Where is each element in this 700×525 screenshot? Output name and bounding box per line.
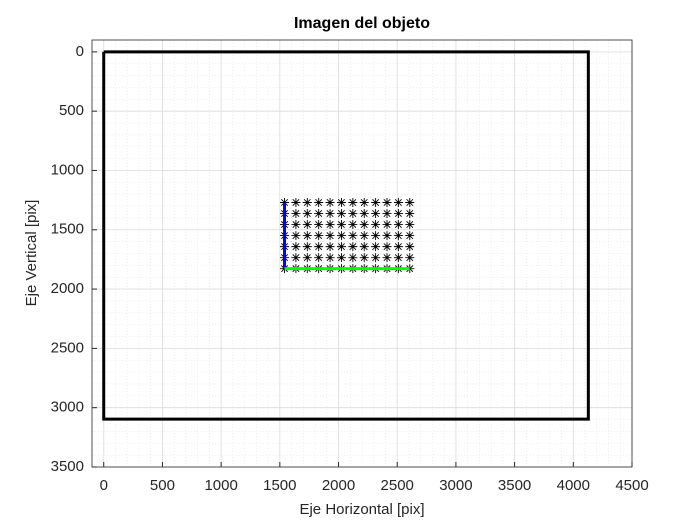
- marker: [336, 253, 346, 263]
- marker: [314, 242, 324, 252]
- marker: [359, 209, 369, 219]
- axes-box: [91, 39, 633, 468]
- marker: [371, 197, 381, 207]
- marker: [314, 253, 324, 263]
- marker: [348, 209, 358, 219]
- marker: [393, 220, 403, 230]
- marker: [291, 242, 301, 252]
- marker: [348, 231, 358, 241]
- marker: [382, 209, 392, 219]
- marker: [393, 231, 403, 241]
- marker: [348, 220, 358, 230]
- marker: [325, 197, 335, 207]
- marker: [348, 242, 358, 252]
- marker: [291, 253, 301, 263]
- x-tick-label: 0: [100, 477, 108, 494]
- marker: [325, 253, 335, 263]
- chart-title: Imagen del objeto: [294, 15, 430, 32]
- marker: [393, 197, 403, 207]
- marker: [359, 220, 369, 230]
- marker: [382, 197, 392, 207]
- marker: [291, 197, 301, 207]
- marker: [393, 253, 403, 263]
- marker: [291, 220, 301, 230]
- marker: [359, 253, 369, 263]
- marker: [325, 220, 335, 230]
- y-tick-label: 0: [76, 43, 84, 60]
- marker: [336, 209, 346, 219]
- marker: [280, 197, 290, 207]
- marker: [371, 209, 381, 219]
- marker: [359, 242, 369, 252]
- marker: [314, 220, 324, 230]
- marker: [336, 197, 346, 207]
- marker: [325, 209, 335, 219]
- marker: [291, 209, 301, 219]
- y-tick-label: 2500: [51, 339, 84, 356]
- marker: [325, 242, 335, 252]
- marker: [325, 231, 335, 241]
- x-tick-label: 2000: [322, 477, 355, 494]
- marker: [393, 209, 403, 219]
- marker: [393, 242, 403, 252]
- marker: [371, 220, 381, 230]
- marker: [405, 209, 415, 219]
- y-tick-label: 500: [59, 102, 84, 119]
- marker: [314, 209, 324, 219]
- y-tick-label: 3500: [51, 458, 84, 475]
- marker: [382, 253, 392, 263]
- marker: [382, 231, 392, 241]
- marker: [302, 231, 312, 241]
- marker: [405, 220, 415, 230]
- marker: [382, 242, 392, 252]
- marker: [405, 242, 415, 252]
- marker: [302, 242, 312, 252]
- marker: [371, 253, 381, 263]
- marker: [348, 197, 358, 207]
- marker: [314, 197, 324, 207]
- marker: [371, 231, 381, 241]
- marker: [382, 220, 392, 230]
- marker: [405, 197, 415, 207]
- marker: [359, 197, 369, 207]
- y-tick-label: 1500: [51, 221, 84, 238]
- marker: [336, 231, 346, 241]
- marker: [405, 231, 415, 241]
- x-tick-label: 3500: [498, 477, 531, 494]
- y-tick-label: 1000: [51, 161, 84, 178]
- marker: [314, 231, 324, 241]
- x-tick-label: 1500: [263, 477, 296, 494]
- x-axis-label: Eje Horizontal [pix]: [299, 501, 424, 518]
- x-tick-label: 4500: [615, 477, 648, 494]
- marker: [291, 231, 301, 241]
- marker: [302, 253, 312, 263]
- x-tick-label: 4000: [557, 477, 590, 494]
- x-tick-label: 3000: [439, 477, 472, 494]
- marker: [336, 220, 346, 230]
- y-axis-label: Eje Vertical [pix]: [23, 200, 40, 307]
- marker: [348, 253, 358, 263]
- y-tick-label: 2000: [51, 280, 84, 297]
- marker: [405, 253, 415, 263]
- marker: [336, 242, 346, 252]
- marker: [359, 231, 369, 241]
- x-tick-label: 1000: [204, 477, 237, 494]
- marker: [302, 209, 312, 219]
- marker: [302, 220, 312, 230]
- x-tick-label: 500: [150, 477, 175, 494]
- marker: [371, 242, 381, 252]
- marker: [302, 197, 312, 207]
- y-tick-label: 3000: [51, 399, 84, 416]
- x-tick-label: 2500: [381, 477, 414, 494]
- line: [102, 50, 590, 421]
